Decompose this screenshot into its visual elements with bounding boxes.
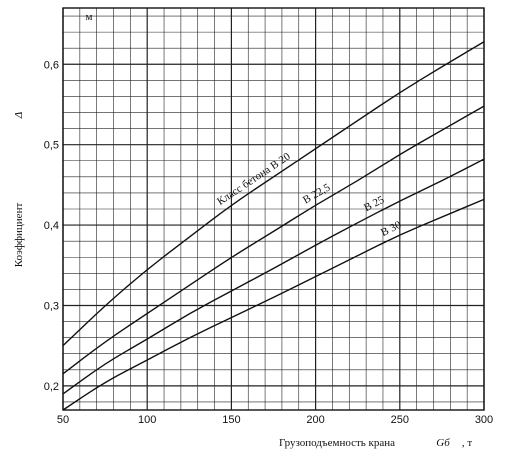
x-tick-label: 100 [138, 414, 156, 426]
series-line [62, 41, 485, 347]
series-line [62, 158, 485, 395]
series-label-group: Класс бетона B 20 [215, 150, 293, 208]
x-tick-label: 300 [475, 414, 493, 426]
y-tick-label: 0,2 [44, 381, 59, 393]
x-tick-label: 250 [391, 414, 409, 426]
x-axis-label: Грузоподъемность крана [279, 437, 395, 449]
y-tick-label: 0,3 [44, 300, 59, 312]
series-line [62, 198, 485, 411]
x-axis-symbol: Gб [436, 437, 450, 449]
y-axis-symbol: Δ [13, 112, 25, 119]
x-tick-label: 150 [222, 414, 240, 426]
grid [62, 7, 485, 411]
x-tick-label: 50 [57, 414, 69, 426]
series-line [62, 105, 485, 375]
plot-frame [62, 7, 485, 411]
y-tick-label: 0,5 [44, 140, 59, 152]
y-tick-label: 0,6 [44, 59, 59, 71]
curves: Класс бетона B 20 B 22,5 B 25B 30 [62, 41, 485, 411]
series-label: B 22,5 [301, 181, 333, 206]
y-axis-symbol-text: Δ [13, 112, 25, 119]
x-axis-unit: , т [462, 437, 473, 449]
tick-labels: 50 100 150 200 250 300 0,2 0,3 0,4 0,5 0,6 [44, 59, 493, 426]
series-label-group: B 22,5 [301, 181, 333, 206]
y-axis-label: Коэффициент [13, 203, 25, 268]
y-unit: м [86, 11, 93, 23]
y-tick-label: 0,4 [44, 220, 59, 232]
x-tick-label: 200 [306, 414, 324, 426]
series-label: Класс бетона B 20 [215, 150, 293, 208]
y-axis-title: Коэффициент [13, 203, 25, 268]
